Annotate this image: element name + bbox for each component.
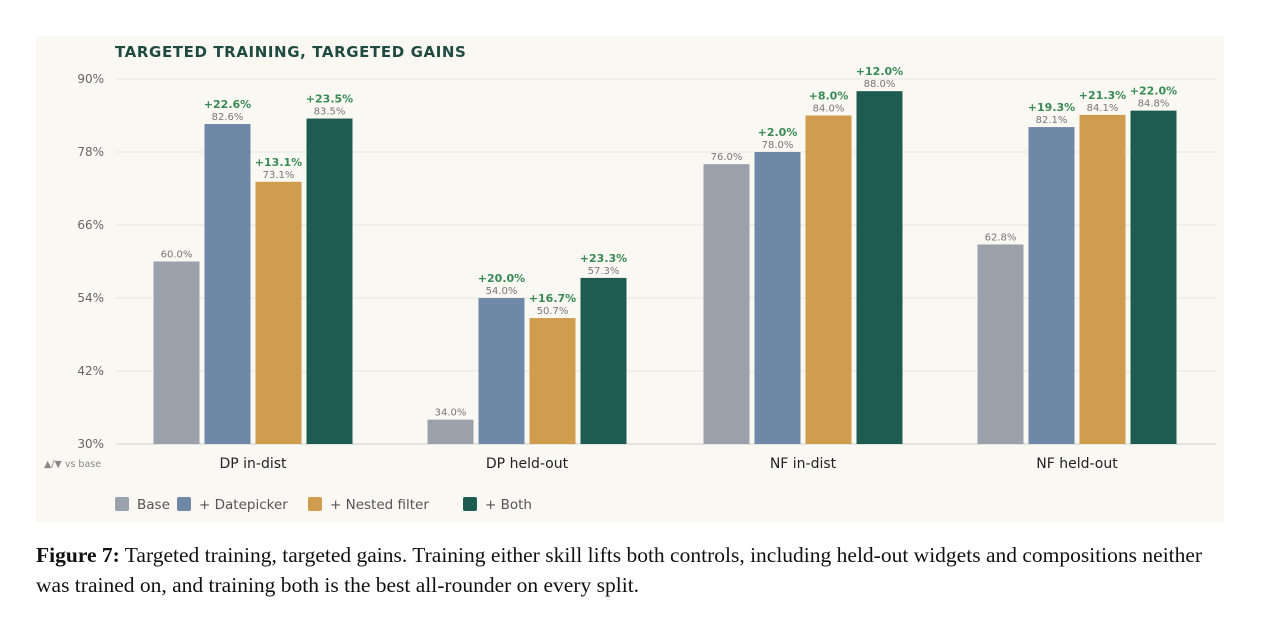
- bar-value-label: 73.1%: [263, 170, 295, 181]
- bar-value-label: 84.0%: [813, 104, 845, 115]
- legend-swatch: [177, 497, 191, 511]
- bar: [805, 115, 852, 444]
- bar-delta-label: +23.3%: [580, 252, 627, 265]
- y-tick-label: 90%: [77, 72, 104, 86]
- legend-label: + Datepicker: [199, 497, 288, 513]
- bar: [703, 164, 750, 444]
- y-tick-label: 54%: [77, 291, 104, 305]
- bar: [1130, 110, 1177, 444]
- bar-chart: TARGETED TRAINING, TARGETED GAINS 30% 42%…: [44, 43, 1216, 513]
- chart-title: TARGETED TRAINING, TARGETED GAINS: [115, 43, 466, 61]
- x-category-label: NF in-dist: [770, 456, 837, 472]
- caption-text: Targeted training, targeted gains. Train…: [36, 543, 1203, 597]
- bar-delta-label: +20.0%: [478, 272, 525, 285]
- legend-swatch: [463, 497, 477, 511]
- bar-value-label: 83.5%: [314, 107, 346, 118]
- chart-panel: TARGETED TRAINING, TARGETED GAINS 30% 42%…: [36, 36, 1224, 522]
- bar-delta-label: +12.0%: [856, 65, 903, 78]
- bar-delta-label: +23.5%: [306, 93, 353, 106]
- bar-value-label: 54.0%: [486, 286, 518, 297]
- bar-value-label: 34.0%: [435, 408, 467, 419]
- delta-note: ▲/▼ vs base: [44, 459, 101, 470]
- bar: [1028, 127, 1075, 444]
- bar-delta-label: +22.6%: [204, 98, 251, 111]
- x-category-label: DP held-out: [486, 456, 569, 472]
- bar-value-label: 84.1%: [1087, 103, 1119, 114]
- bar-value-label: 82.1%: [1036, 115, 1068, 126]
- bar-value-label: 84.8%: [1138, 99, 1170, 110]
- legend-label: + Both: [485, 497, 532, 513]
- bar-value-label: 60.0%: [161, 250, 193, 261]
- bar: [977, 244, 1024, 444]
- bar-delta-label: +13.1%: [255, 156, 302, 169]
- bar: [306, 118, 353, 445]
- bar: [1079, 114, 1126, 445]
- bar: [478, 298, 525, 444]
- caption-label: Figure 7:: [36, 543, 120, 567]
- y-tick-label: 66%: [77, 218, 104, 232]
- legend-label: Base: [137, 497, 170, 513]
- legend-label: + Nested filter: [330, 497, 429, 513]
- figure-caption: Figure 7: Targeted training, targeted ga…: [36, 540, 1236, 600]
- bar: [856, 91, 903, 444]
- bar-delta-label: +2.0%: [758, 126, 798, 139]
- bar: [153, 261, 200, 444]
- y-tick-label: 30%: [77, 437, 104, 451]
- bar-value-label: 50.7%: [537, 306, 569, 317]
- x-category-label: DP in-dist: [219, 456, 287, 472]
- bar: [580, 277, 627, 444]
- bar: [529, 318, 576, 444]
- x-category-label: NF held-out: [1036, 456, 1118, 472]
- bar: [255, 181, 302, 444]
- bar-value-label: 78.0%: [762, 140, 794, 151]
- bar-value-label: 62.8%: [985, 232, 1017, 243]
- bar-value-label: 57.3%: [588, 266, 620, 277]
- legend-swatch: [308, 497, 322, 511]
- y-tick-label: 42%: [77, 364, 104, 378]
- bar: [754, 152, 801, 444]
- bar-delta-label: +19.3%: [1028, 101, 1075, 114]
- bar-value-label: 82.6%: [212, 112, 244, 123]
- bar-delta-label: +21.3%: [1079, 89, 1126, 102]
- bar: [204, 124, 251, 445]
- bar-delta-label: +8.0%: [809, 90, 849, 103]
- bar-delta-label: +16.7%: [529, 292, 576, 305]
- y-tick-label: 78%: [77, 145, 104, 159]
- bar-delta-label: +22.0%: [1130, 85, 1177, 98]
- bar-value-label: 88.0%: [864, 79, 896, 90]
- bar-value-label: 76.0%: [711, 152, 743, 163]
- bar: [427, 419, 474, 444]
- legend-swatch: [115, 497, 129, 511]
